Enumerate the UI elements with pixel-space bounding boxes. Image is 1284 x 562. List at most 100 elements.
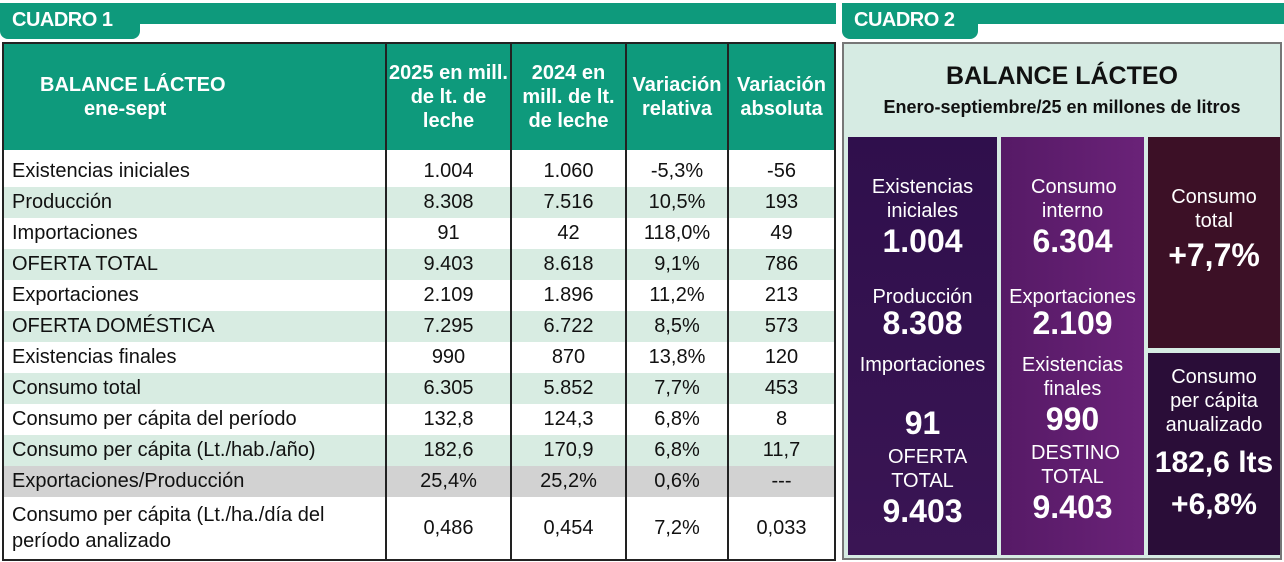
cell-abs: -56 bbox=[727, 156, 835, 187]
header-abs: Variación absoluta bbox=[727, 43, 835, 150]
cell-abs: 213 bbox=[727, 280, 835, 311]
cell-v2024: 6.722 bbox=[510, 311, 626, 342]
cell-abs: 786 bbox=[727, 249, 835, 280]
cell-v2025: 6.305 bbox=[385, 373, 511, 404]
cell-rel: 9,1% bbox=[625, 249, 728, 280]
cuadro2-tab: CUADRO 2 bbox=[842, 3, 978, 39]
cell-v2024: 870 bbox=[510, 342, 626, 373]
label: Producción bbox=[872, 286, 973, 308]
label: DESTINO TOTAL bbox=[1031, 442, 1120, 488]
cell-abs: 193 bbox=[727, 187, 835, 218]
value: 8.308 bbox=[882, 305, 963, 341]
table-row: Consumo per cápita (Lt./ha./día del perí… bbox=[3, 497, 835, 560]
cell-v2025: 0,486 bbox=[385, 497, 511, 560]
subtitle: ene-sept bbox=[84, 98, 167, 120]
item: Consumo interno 6.304 bbox=[1001, 175, 1144, 259]
label: Exportaciones bbox=[1009, 286, 1136, 308]
label: Consumo total bbox=[1171, 186, 1257, 232]
value: 990 bbox=[1045, 401, 1100, 437]
cell-v2024: 7.516 bbox=[510, 187, 626, 218]
label: OFERTA TOTAL bbox=[888, 446, 968, 492]
table-row: Consumo total 6.305 5.852 7,7% 453 bbox=[3, 373, 835, 404]
cell-v2025: 990 bbox=[385, 342, 511, 373]
cell-label: OFERTA DOMÉSTICA bbox=[3, 311, 386, 342]
cell-abs: 0,033 bbox=[727, 497, 835, 560]
value: 182,6 lts bbox=[1154, 446, 1274, 479]
cell-rel: 118,0% bbox=[625, 218, 728, 249]
cell-abs: 8 bbox=[727, 404, 835, 435]
cell-v2024: 1.896 bbox=[510, 280, 626, 311]
consumo-total-box: Consumo total +7,7% bbox=[1148, 137, 1280, 348]
cell-abs: 11,7 bbox=[727, 435, 835, 466]
cell-v2025: 91 bbox=[385, 218, 511, 249]
cell-v2024: 42 bbox=[510, 218, 626, 249]
cell-label: Producción bbox=[3, 187, 386, 218]
table-row: Consumo per cápita (Lt./hab./año) 182,6 17… bbox=[3, 435, 835, 466]
cell-v2025: 2.109 bbox=[385, 280, 511, 311]
cell-rel: 7,2% bbox=[625, 497, 728, 560]
table-row: Existencias iniciales 1.004 1.060 -5,3% -56 bbox=[3, 156, 835, 187]
cell-label: Importaciones bbox=[12, 222, 138, 244]
cell-v2025: 8.308 bbox=[385, 187, 511, 218]
cell-rel: 6,8% bbox=[625, 435, 728, 466]
value: 9.403 bbox=[882, 493, 963, 529]
cell-v2024: 5.852 bbox=[510, 373, 626, 404]
cell-rel: -5,3% bbox=[625, 156, 728, 187]
label: Existencias iniciales bbox=[871, 176, 974, 222]
cell-label: OFERTA TOTAL bbox=[3, 249, 386, 280]
table-row: Exportaciones 2.109 1.896 11,2% 213 bbox=[3, 280, 835, 311]
cuadro1-tab: CUADRO 1 bbox=[0, 3, 140, 39]
item: Existencias finales 990 bbox=[1001, 353, 1144, 437]
cell-label: Existencias iniciales bbox=[12, 160, 190, 182]
cell-rel: 7,7% bbox=[625, 373, 728, 404]
cell-v2025: 7.295 bbox=[385, 311, 511, 342]
cuadro2-title: BALANCE LÁCTEO bbox=[946, 62, 1178, 90]
item: Exportaciones 2.109 bbox=[1001, 285, 1144, 341]
table-row: Exportaciones/Producción 25,4% 25,2% 0,6% --… bbox=[3, 466, 835, 497]
cell-abs: 120 bbox=[727, 342, 835, 373]
value: 91 bbox=[904, 405, 941, 441]
cell-rel: 13,8% bbox=[625, 342, 728, 373]
cell-rel: 10,5% bbox=[625, 187, 728, 218]
table-row: Existencias finales 990 870 13,8% 120 bbox=[3, 342, 835, 373]
cell-v2024: 25,2% bbox=[510, 466, 626, 497]
cell-v2025: 25,4% bbox=[385, 466, 511, 497]
cell-v2025: 1.004 bbox=[385, 156, 511, 187]
table-row: OFERTA TOTAL 9.403 8.618 9,1% 786 bbox=[3, 249, 835, 280]
value: 1.004 bbox=[882, 223, 963, 259]
header-2025: 2025 en mill. de lt. de leche bbox=[385, 43, 511, 150]
destino-box: Consumo interno 6.304 Exportaciones 2.109 … bbox=[1001, 137, 1144, 555]
item: Importaciones 91 bbox=[848, 353, 997, 441]
oferta-box: Existencias iniciales 1.004 Producción 8.3… bbox=[848, 137, 997, 555]
cell-abs: 453 bbox=[727, 373, 835, 404]
label: Consumo interno bbox=[1031, 176, 1117, 222]
table-row: Producción 8.308 7.516 10,5% 193 bbox=[3, 187, 835, 218]
value: 9.403 bbox=[1032, 489, 1113, 525]
cell-label: Consumo total bbox=[3, 373, 386, 404]
cell-label: Exportaciones/Producción bbox=[3, 466, 386, 497]
cell-v2025: 9.403 bbox=[385, 249, 511, 280]
cell-rel: 0,6% bbox=[625, 466, 728, 497]
value: 6.304 bbox=[1032, 223, 1113, 259]
item: Existencias iniciales 1.004 bbox=[848, 175, 997, 259]
cell-v2025: 182,6 bbox=[385, 435, 511, 466]
cell-rel: 11,2% bbox=[625, 280, 728, 311]
header-title: BALANCE LÁCTEO ene-sept bbox=[3, 43, 386, 150]
title: BALANCE LÁCTEO bbox=[40, 74, 226, 96]
cuadro1-header-bar bbox=[0, 3, 836, 24]
table-header: BALANCE LÁCTEO ene-sept 2025 en mill. de … bbox=[3, 43, 835, 150]
change: +6,8% bbox=[1171, 488, 1257, 521]
cell-abs: 49 bbox=[727, 218, 835, 249]
value: 2.109 bbox=[1032, 305, 1113, 341]
item: Producción 8.308 bbox=[848, 285, 997, 341]
cell-label: Consumo per cápita (Lt./hab./año) bbox=[3, 435, 386, 466]
cell-v2024: 8.618 bbox=[510, 249, 626, 280]
cell-rel: 8,5% bbox=[625, 311, 728, 342]
label: Consumo per cápita anualizado bbox=[1165, 366, 1263, 436]
cell-label: Consumo per cápita del período bbox=[12, 408, 297, 430]
cell-v2024: 170,9 bbox=[510, 435, 626, 466]
cell-v2025: 132,8 bbox=[385, 404, 511, 435]
item: DESTINO TOTAL 9.403 bbox=[1001, 441, 1144, 525]
value: +7,7% bbox=[1168, 237, 1260, 273]
cell-label: Exportaciones bbox=[12, 284, 139, 306]
